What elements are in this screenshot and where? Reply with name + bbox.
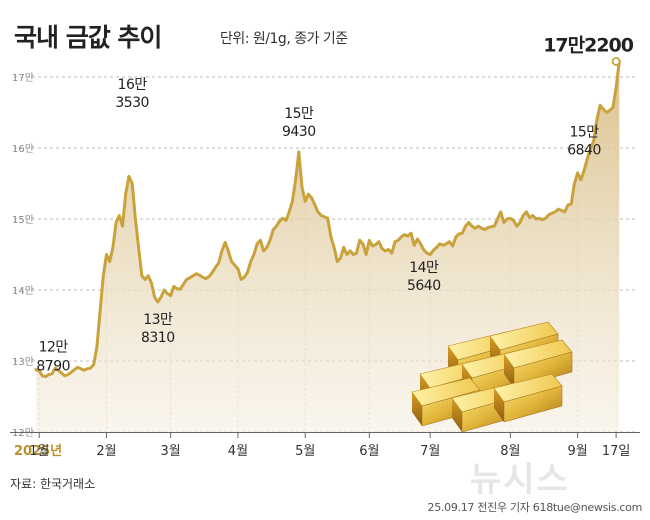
- x-tick-label: 5월: [295, 444, 315, 459]
- gold-bar-face: [503, 385, 563, 423]
- price-line: [34, 59, 621, 379]
- year-label: 2025년: [14, 444, 62, 459]
- y-tick-label: 17만: [12, 72, 34, 84]
- annotation-value: 6840: [567, 142, 601, 158]
- unit-label: 단위: 원/1g, 종가 기준: [220, 31, 348, 47]
- page-title: 국내 금값 추이: [14, 23, 162, 52]
- annotation-label: 15만: [284, 106, 314, 122]
- annotation-value: 8790: [36, 359, 70, 375]
- gold-bar-end: [412, 392, 422, 426]
- y-tick-label: 14만: [12, 285, 34, 297]
- credit-label: 25.09.17 전진우 기자 618tue@newsis.com: [427, 501, 643, 514]
- x-tick-label: 4월: [228, 444, 248, 459]
- annotation-value: 5640: [407, 278, 441, 294]
- y-tick-label: 13만: [12, 356, 34, 368]
- annotation-value: 3530: [115, 95, 149, 111]
- annotation-value: 9430: [282, 124, 316, 140]
- x-tick-label: 7월: [420, 444, 440, 459]
- annotation-label: 13만: [143, 312, 173, 328]
- gold-bar-face: [513, 351, 573, 389]
- gold-bar-end: [494, 388, 504, 422]
- watermark: 뉴시스: [470, 460, 570, 500]
- y-tick-label: 16만: [12, 143, 34, 155]
- gold-bar-end: [452, 398, 462, 432]
- x-tick-label: 17일: [602, 444, 631, 459]
- annotation-label: 15만: [569, 124, 599, 140]
- x-tick-label: 8월: [500, 444, 520, 459]
- x-tick-label: 3월: [160, 444, 180, 459]
- gold-bar-end: [504, 354, 514, 388]
- gold-bars-illustration: [411, 321, 573, 433]
- x-tick-label: 9월: [568, 444, 588, 459]
- annotation-value: 8310: [141, 330, 175, 346]
- x-tick-label: 6월: [359, 444, 379, 459]
- x-tick-label: 1월: [29, 444, 49, 459]
- price-area: [36, 61, 620, 433]
- source-label: 자료: 한국거래소: [10, 477, 96, 491]
- annotation-label: 12만: [39, 340, 69, 356]
- final-price-label: 17만2200: [543, 34, 634, 56]
- annotation-label: 16만: [118, 77, 148, 93]
- x-tick-label: 2월: [96, 444, 116, 459]
- gold-bar: [503, 339, 573, 389]
- gold-bar: [493, 373, 563, 423]
- y-tick-label: 15만: [12, 214, 34, 226]
- final-point-marker: [611, 56, 621, 66]
- annotation-label: 14만: [409, 260, 439, 276]
